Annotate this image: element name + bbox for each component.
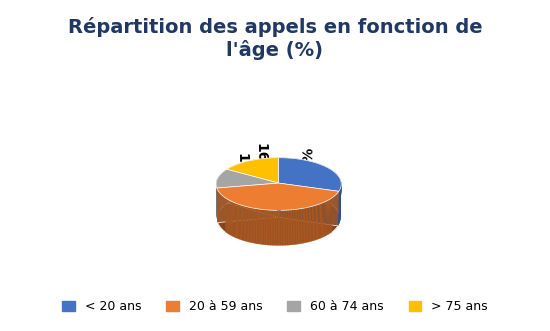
Legend: < 20 ans, 20 à 59 ans, 60 à 74 ans, > 75 ans: < 20 ans, 20 à 59 ans, 60 à 74 ans, > 75… <box>57 295 493 318</box>
Text: Répartition des appels en fonction de
l'âge (%): Répartition des appels en fonction de l'… <box>68 17 482 60</box>
